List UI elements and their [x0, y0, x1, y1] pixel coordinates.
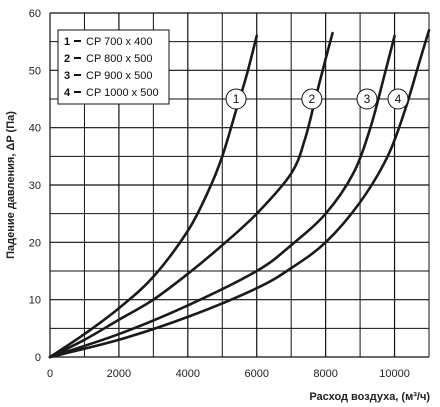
y-axis-title: Падение давления, ΔP (Па) — [5, 111, 17, 259]
x-tick-label: 2000 — [107, 368, 131, 380]
curve-label-circle-2 — [301, 88, 323, 110]
y-tick-label: 30 — [29, 180, 41, 192]
y-tick-label: 50 — [29, 65, 41, 77]
legend: 1 CP 700 x 400 2 CP 800 x 500 3 CP 900 x 500 4… — [57, 29, 170, 105]
curve-label-4: 4 — [395, 92, 402, 106]
curve-label-circle-4 — [387, 88, 409, 110]
legend-label: CP 800 x 500 — [86, 53, 152, 65]
curve-labels: 1 2 3 4 — [225, 88, 409, 110]
legend-items: 1 CP 700 x 400 2 CP 800 x 500 3 CP 900 x 500 4… — [64, 36, 159, 99]
x-axis-title: Расход воздуха, (м³/ч) — [309, 391, 430, 403]
legend-label: CP 1000 x 500 — [86, 87, 159, 99]
legend-label: CP 700 x 400 — [86, 36, 152, 48]
legend-number: 2 — [64, 53, 70, 65]
series-line-3 — [48, 34, 396, 359]
legend-number: 1 — [64, 36, 70, 48]
x-tick-label: 0 — [47, 368, 53, 380]
y-tick-label: 10 — [29, 295, 41, 307]
curve-label-circle-1 — [225, 88, 247, 110]
y-tick-label: 20 — [29, 237, 41, 249]
legend-number: 4 — [64, 87, 71, 99]
x-tick-label: 8000 — [313, 368, 337, 380]
x-tick-label: 6000 — [244, 368, 268, 380]
x-tick-label: 4000 — [176, 368, 200, 380]
legend-label: CP 900 x 500 — [86, 70, 152, 82]
y-tick-label: 60 — [29, 8, 41, 20]
legend-number: 3 — [64, 70, 70, 82]
curve-label-circle-3 — [356, 88, 378, 110]
tick-labels: 0 2000 4000 6000 8000 10000 0 10 20 30 40 50 60 — [29, 8, 410, 380]
y-tick-label: 0 — [35, 352, 41, 364]
major-gridlines — [49, 12, 429, 358]
x-tick-label: 10000 — [379, 368, 410, 380]
y-tick-label: 40 — [29, 123, 41, 135]
curve-label-2: 2 — [309, 92, 316, 106]
curve-label-3: 3 — [364, 92, 371, 106]
curve-label-1: 1 — [233, 92, 240, 106]
